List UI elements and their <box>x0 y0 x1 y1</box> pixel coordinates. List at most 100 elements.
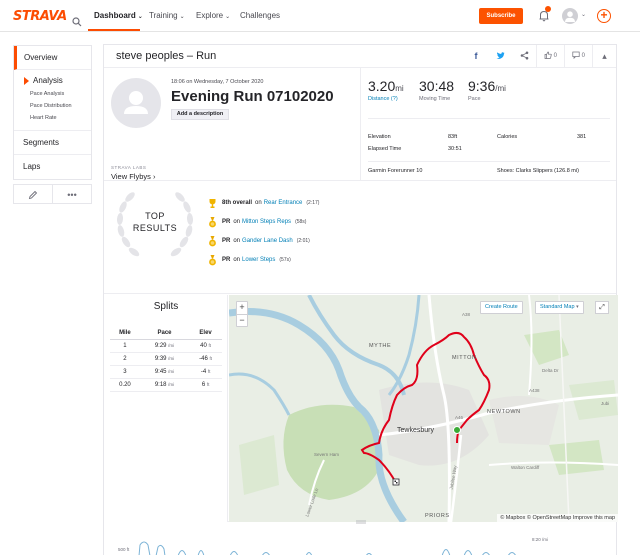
map-canvas <box>229 295 618 522</box>
sidebar-item-laps[interactable]: Laps <box>23 162 41 171</box>
collapse-caret-icon[interactable]: ▴ <box>592 45 616 67</box>
result-row: 8th overall on Rear Entrance (2:17) <box>208 196 319 210</box>
map-label-jubi: Jubi <box>601 401 610 406</box>
nav-training[interactable]: Training ⌄ <box>149 11 185 20</box>
table-row[interactable]: 3 9:45 /mi -4 ft <box>110 365 222 379</box>
stat-distance: 3.20mi Distance (?) <box>368 78 404 102</box>
map-label-tewkesbury: Tewkesbury <box>397 427 434 434</box>
table-row[interactable]: 0.20 9:18 /mi 6 ft <box>110 378 222 392</box>
sidebar-item-segments[interactable]: Segments <box>14 131 91 155</box>
stats-divider <box>368 161 610 162</box>
segment-link[interactable]: Gander Lane Dash <box>242 238 293 244</box>
split-pace-unit: /mi <box>168 355 175 361</box>
notification-badge <box>545 6 551 12</box>
view-flybys-link[interactable]: View Flybys › <box>111 172 156 181</box>
split-mile: 0.20 <box>110 378 140 392</box>
comments-button[interactable]: 0 <box>564 45 592 67</box>
table-row[interactable]: 1 9:29 /mi 40 ft <box>110 339 222 353</box>
moving-time-value: 30:48 <box>419 78 455 94</box>
user-silhouette-icon <box>565 11 575 22</box>
athlete-avatar[interactable] <box>111 78 161 128</box>
nav-dashboard[interactable]: Dashboard ⌄ <box>94 11 143 20</box>
sidebar-item-heart-rate[interactable]: Heart Rate <box>30 115 57 121</box>
pace-trace <box>138 541 516 555</box>
map-type-select[interactable]: Standard Map ▾ <box>535 301 584 314</box>
route-map[interactable]: + − Create Route Standard Map ▾ ⤢ MYTHE … <box>229 295 618 522</box>
map-type-label: Standard Map <box>540 304 575 310</box>
elevation-pace-chart[interactable]: 500 ft 8:20 /mi <box>104 523 618 555</box>
map-label-delta-dr: Delta Dr <box>542 368 559 373</box>
result-on-text: on <box>255 200 262 206</box>
drag-handle-icon[interactable] <box>355 520 367 524</box>
map-label-a46: A46 <box>455 415 464 420</box>
edit-pencil-icon[interactable] <box>14 185 52 203</box>
road <box>488 461 618 466</box>
road <box>378 393 618 437</box>
laurel-wreath-icon <box>116 192 194 257</box>
split-elev-unit: ft <box>208 342 212 348</box>
add-description-button[interactable]: Add a description <box>171 109 229 120</box>
create-route-button[interactable]: Create Route <box>480 301 523 314</box>
search-icon[interactable] <box>72 17 82 27</box>
activity-header: steve peoples – Run f 0 0 ▴ <box>104 45 616 68</box>
splits-panel: Splits Mile Pace Elev 1 9:29 /mi 40 ft <box>104 295 228 522</box>
distance-label[interactable]: Distance (?) <box>368 96 398 102</box>
park-area <box>569 380 618 420</box>
top-results-line2: RESULTS <box>132 223 178 233</box>
map-attribution[interactable]: © Mapbox © OpenStreetMap Improve this ma… <box>497 514 618 522</box>
header-actions: f 0 0 ▴ <box>464 45 616 67</box>
top-navbar: STRAVA Dashboard ⌄ Training ⌄ Explore ⌄ Cha… <box>0 0 640 32</box>
segment-link[interactable]: Rear Entrance <box>263 200 303 206</box>
result-on-text: on <box>233 238 241 244</box>
sidebar-item-pace-analysis[interactable]: Pace Analysis <box>30 91 65 97</box>
split-pace: 9:39 <box>154 355 167 362</box>
chevron-down-icon[interactable]: ⌄ <box>581 12 587 18</box>
nav-explore[interactable]: Explore ⌄ <box>196 11 230 20</box>
elapsed-time-label: Elapsed Time <box>368 146 402 152</box>
result-on-text: on <box>233 257 241 263</box>
strava-labs-tag: STRAVA LABS <box>111 165 147 170</box>
shoes-info[interactable]: Shoes: Clarks Slippers (126.8 mi) <box>497 168 579 174</box>
route-start-marker <box>453 426 461 434</box>
kudos-button[interactable]: 0 <box>536 45 564 67</box>
user-silhouette-icon <box>124 91 148 114</box>
sidebar-item-analysis[interactable]: Analysis <box>14 74 91 88</box>
road <box>558 295 570 522</box>
user-avatar[interactable] <box>562 8 578 24</box>
twitter-share-icon[interactable] <box>488 45 512 67</box>
strava-logo[interactable]: STRAVA <box>13 9 67 24</box>
segment-link[interactable]: Mitton Steps Reps <box>242 219 292 225</box>
nav-challenges[interactable]: Challenges <box>240 11 281 20</box>
chevron-down-icon: ⌄ <box>137 14 143 20</box>
split-pace-unit: /mi <box>168 381 175 387</box>
add-plus-icon[interactable]: + <box>597 9 611 23</box>
split-elev-unit: ft <box>206 381 210 387</box>
comments-count: 0 <box>581 53 585 59</box>
split-mile: 1 <box>110 339 140 353</box>
segment-link[interactable]: Lower Steps <box>242 257 276 263</box>
fullscreen-icon[interactable]: ⤢ <box>595 301 609 314</box>
bell-icon[interactable] <box>537 9 551 23</box>
zoom-in-button[interactable]: + <box>239 302 245 312</box>
result-row: PR on Mitton Steps Reps (58s) <box>208 215 306 229</box>
table-row[interactable]: 2 9:39 /mi -46 ft <box>110 352 222 366</box>
road <box>449 434 463 522</box>
sidebar-item-pace-distribution[interactable]: Pace Distribution <box>30 103 72 109</box>
zoom-out-button[interactable]: − <box>237 314 247 326</box>
map-label-severn-ham: Severn Ham <box>314 452 340 457</box>
kudos-count: 0 <box>553 53 557 59</box>
sidebar-item-overview[interactable]: Overview <box>14 46 91 70</box>
split-pace-unit: /mi <box>168 342 175 348</box>
map-label-mythe: MYTHE <box>369 343 392 349</box>
nav-training-label: Training <box>149 11 178 20</box>
trophy-icon <box>209 198 216 208</box>
urban-area <box>379 382 489 466</box>
result-time: (2:01) <box>296 238 310 244</box>
splits-table: Mile Pace Elev 1 9:29 /mi 40 ft 2 9:39 /… <box>110 327 222 392</box>
calories-label: Calories <box>497 134 518 140</box>
split-pace: 9:18 <box>154 381 167 388</box>
share-icon[interactable] <box>512 45 536 67</box>
more-actions-button[interactable]: ••• <box>52 185 91 203</box>
facebook-share-icon[interactable]: f <box>474 51 478 61</box>
subscribe-button[interactable]: Subscribe <box>479 8 523 24</box>
